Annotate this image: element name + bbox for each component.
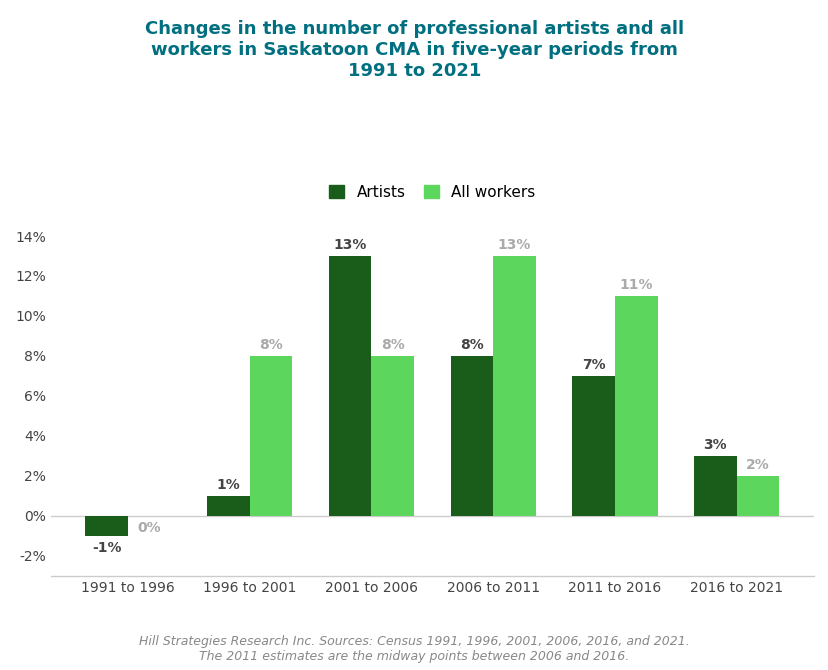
Text: 11%: 11% <box>619 278 652 292</box>
Bar <box>614 296 657 516</box>
Text: 3%: 3% <box>703 438 726 452</box>
Text: 8%: 8% <box>380 338 404 352</box>
Text: 0%: 0% <box>137 521 161 535</box>
Text: Hill Strategies Research Inc. Sources: Census 1991, 1996, 2001, 2006, 2016, and : Hill Strategies Research Inc. Sources: C… <box>139 635 689 663</box>
Bar <box>736 476 778 516</box>
Bar <box>450 356 493 516</box>
Bar <box>493 256 535 516</box>
Bar <box>571 376 614 516</box>
Text: 8%: 8% <box>460 338 484 352</box>
Bar <box>207 496 249 516</box>
Text: 8%: 8% <box>259 338 282 352</box>
Bar <box>85 516 128 536</box>
Text: 13%: 13% <box>497 238 531 252</box>
Legend: Artists, All workers: Artists, All workers <box>321 177 542 207</box>
Text: 2%: 2% <box>745 458 769 472</box>
Bar <box>329 256 371 516</box>
Bar <box>371 356 413 516</box>
Bar <box>249 356 292 516</box>
Text: -1%: -1% <box>92 541 121 555</box>
Bar <box>693 456 736 516</box>
Text: 1%: 1% <box>216 478 240 492</box>
Text: Changes in the number of professional artists and all
workers in Saskatoon CMA i: Changes in the number of professional ar… <box>145 20 683 80</box>
Text: 13%: 13% <box>333 238 366 252</box>
Text: 7%: 7% <box>581 358 604 372</box>
